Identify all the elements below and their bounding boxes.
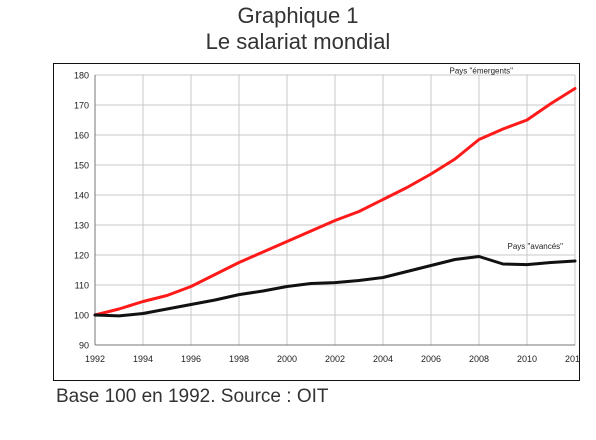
y-tick-label: 120	[74, 251, 89, 261]
y-tick-label: 180	[74, 71, 89, 81]
chart-title: Graphique 1	[237, 3, 359, 28]
y-tick-label: 160	[74, 131, 89, 141]
line-chart: 90 100 110 120 130 140 150 160 170 180 1992 1994 199…	[74, 67, 580, 365]
y-tick-label: 90	[79, 341, 89, 351]
tick-labels: 90 100 110 120 130 140 150 160 170 180 1992 1994 199…	[74, 71, 580, 365]
y-tick-label: 150	[74, 161, 89, 171]
x-tick-label: 2004	[373, 354, 393, 364]
x-tick-label: 1992	[85, 354, 105, 364]
grid	[94, 74, 576, 346]
y-tick-label: 170	[74, 101, 89, 111]
series-labels: Pays "émergents" Pays "avancés"	[450, 67, 564, 252]
x-tick-label: 1994	[133, 354, 153, 364]
x-tick-label: 1998	[229, 354, 249, 364]
y-tick-label: 110	[75, 281, 89, 291]
chart-caption: Base 100 en 1992. Source : OIT	[56, 386, 329, 407]
y-tick-label: 130	[74, 221, 89, 231]
y-tick-label: 140	[74, 191, 89, 201]
x-tick-label: 2006	[421, 354, 441, 364]
x-tick-label: 1996	[181, 354, 201, 364]
series-lines	[93, 87, 577, 318]
series-line-advanced	[93, 255, 577, 318]
x-tick-label: 2010	[517, 354, 537, 364]
series-label-emerging: Pays "émergents"	[450, 67, 514, 76]
x-tick-label: 2002	[325, 354, 345, 364]
x-tick-label: 2008	[469, 354, 489, 364]
y-tick-label: 100	[74, 311, 89, 321]
x-tick-label: 2000	[277, 354, 297, 364]
series-line-emerging	[93, 87, 577, 317]
chart-frame	[53, 63, 580, 381]
series-label-advanced: Pays "avancés"	[508, 242, 564, 251]
x-tick-label: 2012	[565, 354, 580, 364]
chart-subtitle: Le salariat mondial	[205, 29, 391, 54]
